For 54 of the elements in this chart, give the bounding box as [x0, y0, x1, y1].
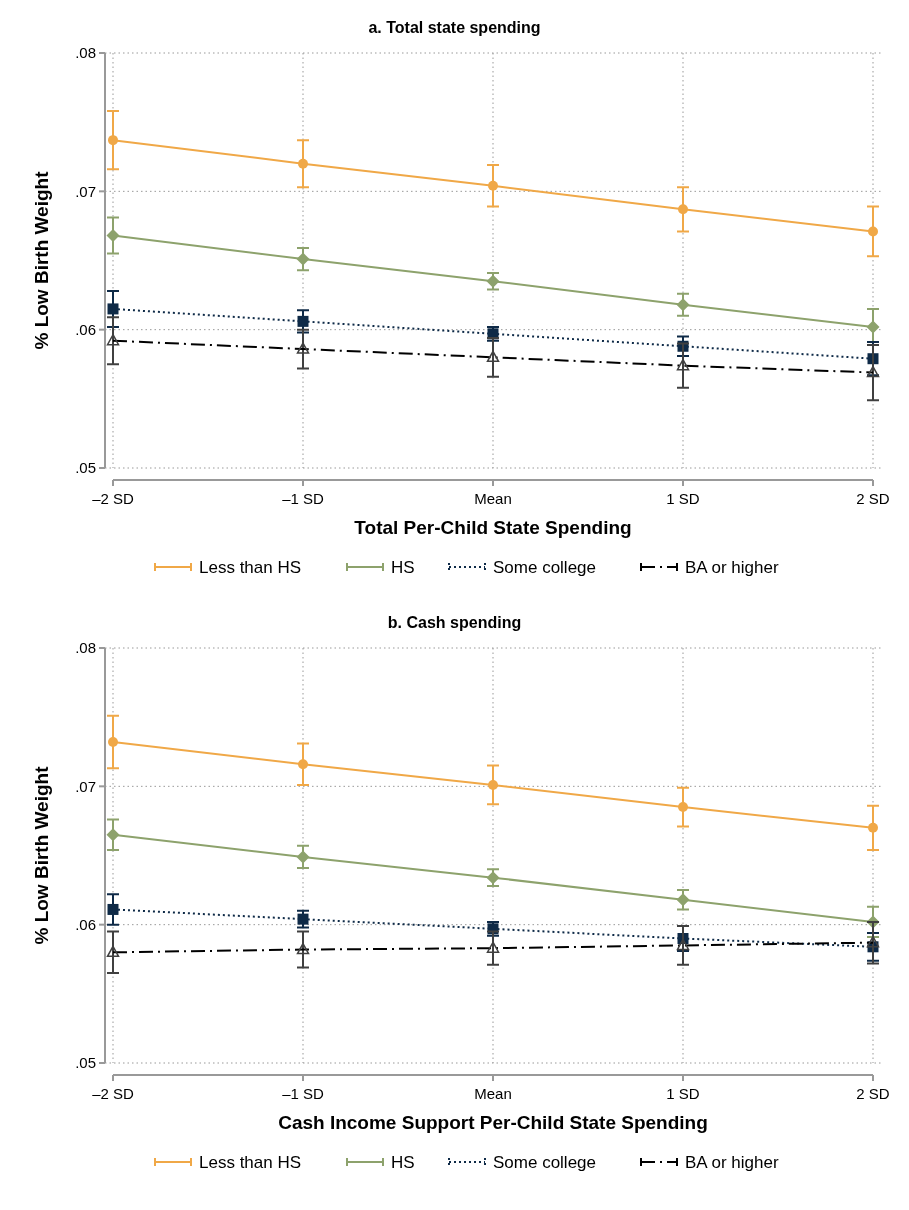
- point: [676, 298, 690, 312]
- point: [868, 822, 878, 833]
- x-tick-label: –2 SD: [92, 1085, 135, 1102]
- y-tick-label: .05: [75, 459, 96, 477]
- legend-label: Less than HS: [199, 1152, 302, 1172]
- point: [296, 252, 310, 266]
- point: [678, 204, 688, 215]
- x-tick-label: Mean: [474, 1085, 512, 1102]
- x-tick-label: 1 SD: [666, 490, 700, 507]
- legend-label: BA or higher: [685, 557, 779, 577]
- point: [488, 180, 498, 191]
- point: [298, 759, 308, 770]
- x-tick-label: Mean: [474, 490, 512, 507]
- point: [676, 938, 690, 951]
- x-axis-title: Total Per-Child State Spending: [354, 517, 632, 538]
- point: [486, 941, 500, 953]
- chart-title: a. Total state spending: [368, 19, 541, 36]
- point: [488, 779, 498, 790]
- point: [296, 942, 310, 955]
- point: [676, 358, 690, 371]
- y-tick-label: .07: [75, 182, 96, 200]
- y-tick-label: .08: [75, 44, 96, 62]
- legend-label: BA or higher: [685, 1152, 779, 1172]
- chart-title: b. Cash spending: [387, 614, 522, 631]
- point: [297, 315, 309, 327]
- point: [106, 333, 120, 346]
- y-axis-title: % Low Birth Weight: [31, 765, 52, 945]
- x-tick-label: –1 SD: [282, 1085, 325, 1102]
- y-tick-label: .06: [75, 320, 96, 338]
- x-tick-label: 2 SD: [856, 1085, 890, 1102]
- legend-label: Some college: [493, 1152, 597, 1172]
- legend-label: Less than HS: [199, 557, 302, 577]
- x-axis-title: Cash Income Support Per-Child State Spending: [278, 1112, 708, 1133]
- point: [296, 850, 310, 864]
- legend-label: HS: [391, 1152, 415, 1172]
- y-axis-title: % Low Birth Weight: [31, 170, 52, 350]
- legend-label: HS: [391, 557, 415, 577]
- point: [678, 802, 688, 813]
- y-tick-label: .08: [75, 639, 96, 657]
- point: [868, 226, 878, 237]
- point: [298, 158, 308, 169]
- y-tick-label: .05: [75, 1054, 96, 1072]
- x-tick-label: 2 SD: [856, 490, 890, 507]
- point: [866, 935, 880, 948]
- point: [296, 342, 310, 354]
- point: [866, 365, 880, 378]
- y-tick-label: .07: [75, 777, 96, 795]
- legend-label: Some college: [493, 557, 597, 577]
- point: [866, 320, 880, 334]
- point: [486, 350, 500, 363]
- x-tick-label: –2 SD: [92, 490, 135, 507]
- y-tick-label: .06: [75, 915, 96, 933]
- x-tick-label: 1 SD: [666, 1085, 700, 1102]
- x-tick-label: –1 SD: [282, 490, 325, 507]
